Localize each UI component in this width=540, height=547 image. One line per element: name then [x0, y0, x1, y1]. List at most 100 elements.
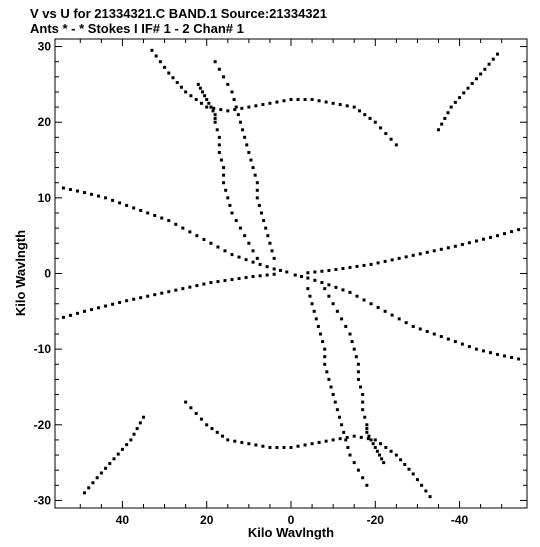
uv-point: [210, 427, 214, 431]
uv-point: [488, 351, 492, 355]
uv-point: [403, 463, 407, 467]
uv-point: [188, 230, 192, 234]
uv-point: [209, 105, 213, 109]
uv-point: [361, 400, 365, 404]
uv-point: [275, 100, 279, 104]
uv-point: [487, 62, 491, 66]
uv-point: [202, 237, 206, 241]
uv-point: [219, 158, 223, 162]
uv-point: [199, 417, 203, 421]
uv-point: [179, 85, 183, 89]
uv-point: [112, 457, 116, 461]
uv-point: [439, 335, 443, 339]
uv-point: [215, 128, 219, 132]
uv-point: [366, 437, 370, 441]
uv-point: [213, 60, 217, 64]
uv-point: [383, 259, 387, 263]
uv-point: [68, 188, 72, 192]
uv-point: [230, 253, 234, 257]
uv-point: [474, 77, 478, 81]
uv-point: [329, 385, 333, 389]
uv-point: [394, 143, 398, 147]
uv-point: [440, 122, 444, 126]
uv-point: [306, 276, 310, 280]
uv-point: [314, 317, 318, 321]
uv-point: [356, 362, 360, 366]
uv-point: [264, 226, 268, 230]
uv-point: [379, 442, 383, 446]
uv-point: [488, 235, 492, 239]
uv-point: [390, 258, 394, 262]
uv-point: [467, 241, 471, 245]
uv-point: [265, 265, 269, 269]
uv-point: [233, 439, 237, 443]
uv-point: [226, 82, 230, 86]
uv-point: [268, 101, 272, 105]
uv-point: [384, 132, 388, 136]
uv-point: [362, 263, 366, 267]
uv-point: [317, 99, 321, 103]
uv-point: [357, 109, 361, 113]
uv-point: [146, 294, 150, 298]
uv-point: [365, 430, 369, 434]
uv-point: [83, 309, 86, 313]
uv-point: [324, 439, 328, 443]
y-tick-label: -20: [34, 418, 52, 432]
uv-point: [198, 86, 202, 90]
uv-point: [285, 270, 289, 274]
uv-point: [331, 393, 335, 397]
uv-point: [323, 347, 327, 351]
uv-point: [376, 261, 380, 265]
y-tick-label: 0: [44, 267, 51, 281]
uv-point: [368, 116, 372, 120]
uv-point: [310, 442, 314, 446]
uv-point: [481, 349, 485, 353]
uv-point: [232, 98, 236, 102]
uv-point: [467, 345, 471, 349]
uv-point: [222, 75, 226, 79]
uv-point: [163, 65, 167, 69]
uv-point: [313, 270, 317, 274]
uv-point: [111, 302, 115, 306]
uv-point: [428, 495, 432, 499]
uv-point: [383, 309, 387, 313]
uv-point: [83, 491, 86, 495]
uv-point: [510, 230, 514, 234]
uv-point: [327, 294, 331, 298]
uv-point: [209, 281, 213, 285]
uv-point: [87, 486, 91, 490]
uv-point: [334, 285, 338, 289]
uv-point: [289, 98, 293, 102]
uv-point: [194, 411, 198, 415]
uv-point: [317, 440, 321, 444]
uv-point: [184, 400, 188, 404]
uv-point: [132, 206, 136, 210]
uv-point: [261, 444, 265, 448]
uv-point: [369, 262, 373, 266]
uv-point: [216, 280, 220, 284]
uv-point: [320, 281, 324, 285]
uv-point: [120, 447, 124, 451]
uv-point: [363, 415, 367, 419]
uv-point: [361, 408, 365, 412]
uv-point: [348, 453, 352, 457]
uv-point: [344, 438, 348, 442]
uv-point: [397, 256, 401, 260]
uv-point: [160, 216, 164, 220]
uv-point: [241, 128, 245, 132]
uv-point: [361, 393, 365, 397]
uv-point: [181, 287, 185, 291]
uv-point: [356, 370, 360, 374]
uv-point: [222, 166, 226, 170]
uv-point: [265, 273, 269, 277]
uv-point: [359, 435, 363, 439]
uv-point: [95, 476, 99, 480]
uv-point: [474, 347, 478, 351]
uv-point: [355, 294, 359, 298]
uv-point: [389, 449, 393, 453]
uv-point: [270, 249, 274, 253]
uv-point: [181, 226, 185, 230]
uv-point: [68, 313, 72, 317]
uv-point: [255, 196, 259, 200]
uv-point: [251, 166, 255, 170]
